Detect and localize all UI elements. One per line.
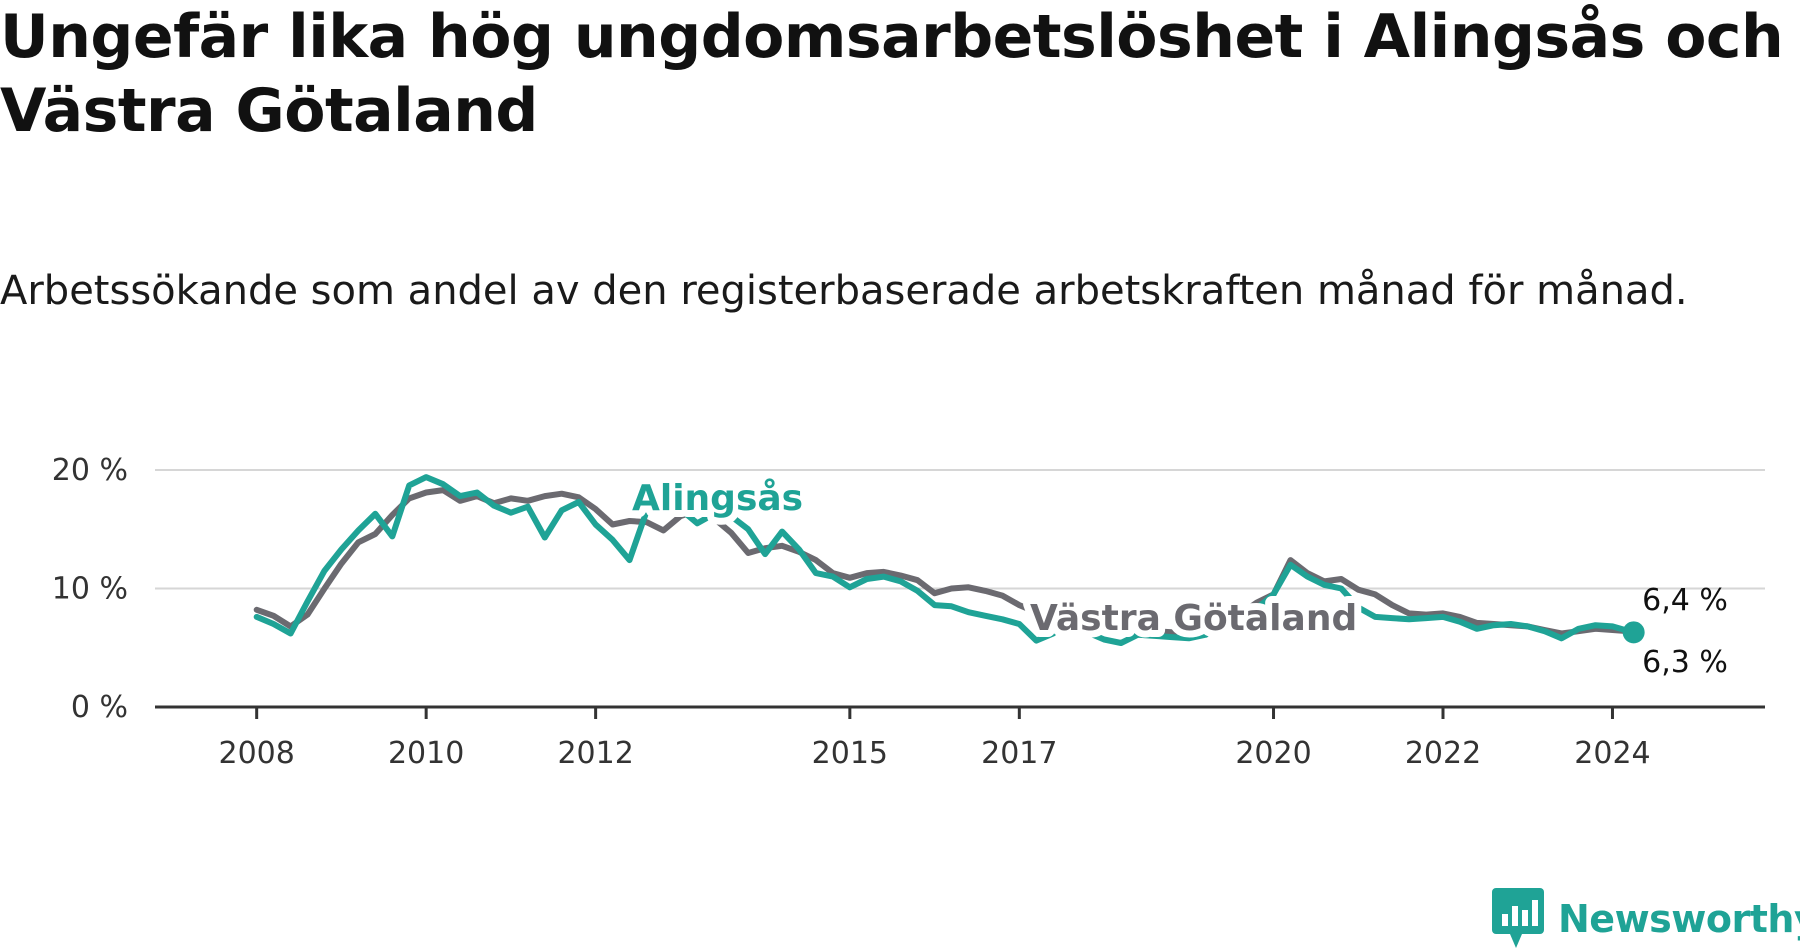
x-tick-label: 2017 xyxy=(981,736,1057,771)
y-tick-label: 20 % xyxy=(52,453,128,488)
series-label-alingsas-halo: Alingsås xyxy=(632,478,803,519)
newsworthy-logo: Newsworthy xyxy=(1492,888,1800,950)
end-label-vastra-gotaland: 6,4 % xyxy=(1642,583,1728,618)
end-label-alingsas: 6,3 % xyxy=(1642,645,1728,680)
axes: 0 % 10 % 20 % 2008 2010 2012 2015 2017 2020 2022 2… xyxy=(52,453,1765,771)
chart-subtitle: Arbetssökande som andel av den registerb… xyxy=(0,268,1688,314)
series-label-vastra-gotaland: Västra Götaland xyxy=(1030,598,1357,639)
y-tick-label: 10 % xyxy=(52,572,128,607)
x-tick-label: 2020 xyxy=(1235,736,1311,771)
end-point-marker xyxy=(1622,621,1645,644)
series-line-vastra-gotaland xyxy=(253,487,1637,637)
x-tick-label: 2022 xyxy=(1405,736,1481,771)
x-tick-label: 2008 xyxy=(219,736,295,771)
x-tick-label: 2015 xyxy=(812,736,888,771)
series-line-alingsas xyxy=(253,474,1637,646)
x-tick-label: 2010 xyxy=(388,736,464,771)
x-tick-label: 2024 xyxy=(1574,736,1650,771)
series-label-alingsas: Alingsås xyxy=(632,478,803,519)
x-tick-label: 2012 xyxy=(557,736,633,771)
y-tick-label: 0 % xyxy=(71,690,128,725)
chart-title: Ungefär lika hög ungdomsarbetslöshet i A… xyxy=(0,2,1784,146)
series-label-vastra-gotaland-halo: Västra Götaland xyxy=(1030,598,1357,639)
newsworthy-logo-icon xyxy=(1492,888,1544,948)
newsworthy-logo-text: Newsworthy xyxy=(1558,897,1800,941)
series-lines xyxy=(253,474,1637,646)
